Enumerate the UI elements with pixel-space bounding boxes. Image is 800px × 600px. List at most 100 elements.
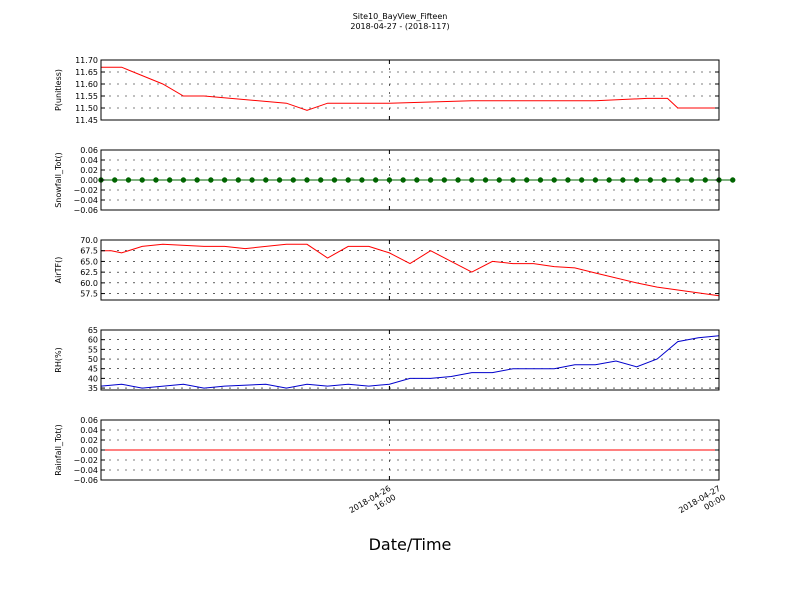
series-point [400, 177, 406, 183]
series-point [427, 177, 434, 183]
series-point [455, 177, 461, 183]
series-point [359, 177, 365, 183]
y-axis-label: Snowfall_Tot() [54, 152, 63, 208]
y-tick-label: −0.02 [73, 186, 98, 195]
x-tick-labels: 2018-04-2616:00 2018-04-2700:00 [348, 484, 727, 524]
series-point [620, 177, 626, 183]
y-tick-label: 70.0 [80, 236, 98, 245]
x-tick-label: 2018-04-2616:00 [348, 484, 398, 524]
y-tick-label: 55 [88, 345, 98, 354]
series-point [524, 177, 530, 183]
y-tick-label: 11.60 [75, 80, 98, 89]
y-tick-label: 0.02 [80, 436, 98, 445]
series-point [112, 177, 118, 183]
series-point [318, 177, 324, 183]
series-point [496, 177, 502, 183]
series-point [263, 177, 269, 183]
series-point [510, 177, 516, 183]
y-tick-label: 0.00 [80, 446, 98, 455]
series-point [249, 177, 255, 183]
y-tick-label: 60.0 [80, 279, 98, 288]
series-point [235, 177, 242, 183]
series-point [482, 177, 489, 183]
y-axis-label: AirTF() [54, 257, 63, 284]
series-point [633, 177, 640, 183]
series-point [208, 177, 214, 183]
y-tick-label: 35 [88, 384, 98, 393]
y-tick-label: 0.06 [80, 416, 98, 425]
panel-rainfall: −0.06−0.04−0.020.000.020.040.06 Rainfall_… [54, 416, 720, 485]
y-tick-label: 0.04 [80, 156, 98, 165]
series-point [221, 177, 228, 183]
chart-subtitle: 2018-04-27 - (2018-117) [350, 22, 449, 31]
series-point [675, 177, 681, 183]
series-point [730, 177, 736, 183]
plot-frame [100, 59, 720, 121]
series-point [139, 177, 145, 183]
y-tick-label: −0.02 [73, 456, 98, 465]
panel-airtf: 57.5 60.0 62.5 65.067.5 70.0 AirTF() [54, 236, 720, 301]
y-tick-label: −0.04 [73, 466, 98, 475]
y-tick-label: −0.06 [73, 476, 98, 485]
y-tick-label: 65 [88, 326, 98, 335]
y-tick-label: 57.5 [80, 290, 98, 299]
series-point [372, 177, 379, 183]
y-tick-label: 11.55 [75, 92, 98, 101]
series-point [441, 177, 448, 183]
series-point [551, 177, 557, 183]
series-point [290, 177, 296, 183]
y-axis-label: Rainfall_Tot() [54, 424, 63, 476]
y-tick-label: 40 [88, 374, 98, 383]
panel-snowfall: −0.06−0.04−0.020.000.020.040.06 Snowfall_… [54, 146, 736, 215]
y-tick-label: 11.65 [75, 68, 98, 77]
series-point [304, 177, 310, 183]
y-tick-label: 62.5 [80, 268, 98, 277]
series-point [606, 177, 612, 183]
y-axis-label: P(unitless) [54, 69, 63, 111]
series-point [345, 177, 351, 183]
panel-p: 11.45 11.50 11.55 11.60 11.65 11.70 P(unitless… [54, 56, 720, 125]
y-tick-label: 50 [88, 355, 98, 364]
series-point [592, 177, 599, 183]
series-point [180, 177, 187, 183]
plot-frame [100, 329, 720, 391]
x-tick-label: 2018-04-2700:00 [677, 484, 727, 524]
series-point [276, 177, 283, 183]
plot-frame [100, 239, 720, 301]
series-line [100, 335, 720, 389]
series-point [661, 177, 667, 183]
y-tick-label: 11.45 [75, 116, 98, 125]
y-tick-label: 11.70 [75, 56, 98, 65]
series-point [688, 177, 695, 183]
series-line [101, 243, 720, 297]
series-point [331, 177, 338, 183]
series-point [166, 177, 173, 183]
y-tick-label: −0.06 [73, 206, 98, 215]
y-tick-label: 0.00 [80, 176, 98, 185]
series-point [125, 177, 132, 183]
y-axis-label: RH(%) [54, 347, 63, 372]
y-tick-label: 45 [88, 365, 98, 374]
series-point [537, 177, 544, 183]
series-point [386, 177, 393, 183]
x-axis-label: Date/Time [369, 535, 452, 554]
series-point [414, 177, 420, 183]
series-point [153, 177, 159, 183]
chart-title: Site10_BayView_Fifteen [353, 12, 448, 21]
series-point [578, 177, 585, 183]
y-tick-label: 60 [88, 336, 98, 345]
series-line [101, 66, 719, 111]
y-tick-label: 11.50 [75, 104, 98, 113]
series-point [647, 177, 654, 183]
series-point [702, 177, 708, 183]
series-point [469, 177, 475, 183]
y-tick-label: −0.04 [73, 196, 98, 205]
y-tick-label: 67.5 [80, 247, 98, 256]
y-tick-label: 0.04 [80, 426, 98, 435]
y-tick-label: 0.02 [80, 166, 98, 175]
series-point [194, 177, 200, 183]
y-tick-label: 0.06 [80, 146, 98, 155]
y-tick-label: 65.0 [80, 257, 98, 266]
